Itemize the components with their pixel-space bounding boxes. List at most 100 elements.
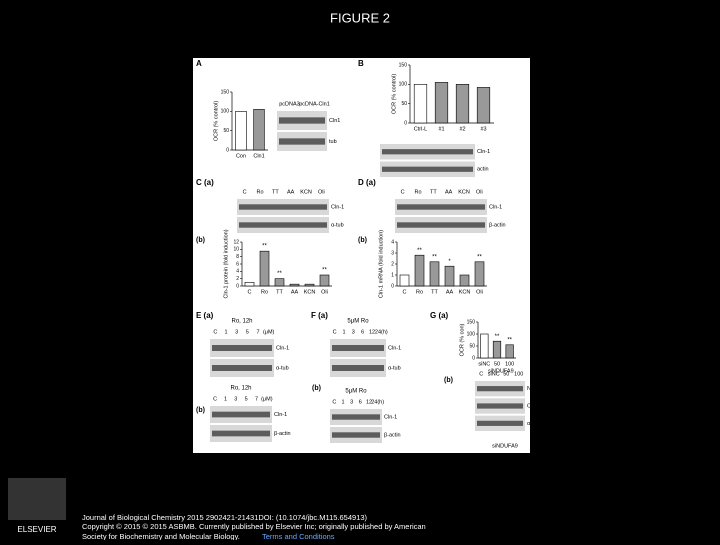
panel-label: A (196, 59, 202, 68)
x-tick-label: #3 (480, 126, 486, 132)
lane-label: AA (287, 189, 295, 195)
blot-band (279, 138, 325, 145)
lane-label: C (332, 399, 336, 405)
bar (253, 109, 265, 151)
y-tick-label: 6 (236, 261, 239, 267)
y-tick-label: 50 (223, 128, 229, 134)
lane-label: C (213, 329, 217, 335)
blot-band (332, 365, 384, 371)
significance: ** (322, 268, 327, 274)
figure (193, 58, 530, 453)
lane-label: Ro (256, 189, 263, 195)
blot-band (212, 430, 270, 437)
x-tick-label: 100 (505, 361, 514, 367)
x-tick-label: siNC (478, 361, 490, 367)
lane-label: 5 (246, 329, 249, 335)
row-label: Cln-1 (331, 204, 344, 210)
bar (474, 261, 485, 287)
row-label: Cln1 (329, 118, 340, 124)
x-tick-label: C (248, 289, 252, 295)
blot-band (477, 403, 523, 409)
bar (434, 82, 449, 124)
y-tick-label: 0 (472, 355, 475, 361)
bar (399, 274, 410, 287)
panel-label: G (a) (430, 311, 449, 320)
x-tick-label: C (403, 289, 407, 295)
row-label: NDUFA9 (527, 386, 549, 392)
y-tick-label: 100 (221, 109, 230, 115)
x-tick-label: #2 (459, 126, 465, 132)
x-tick-label: 50 (494, 361, 500, 367)
row-label: Cln-1 (274, 412, 287, 418)
blot-band (477, 420, 523, 426)
lane-label: 6 (361, 329, 364, 335)
logo-image (8, 478, 66, 520)
y-axis-label: Cln-1 mRNA (fold induction) (378, 230, 384, 298)
x-tick-label: AA (291, 289, 299, 295)
bar (505, 344, 514, 359)
x-tick-label: Cln1 (253, 153, 264, 159)
lane-label: C (401, 189, 405, 195)
citation: Journal of Biological Chemistry 2015 290… (82, 513, 368, 522)
lane-label: 3 (234, 396, 237, 402)
bar (289, 283, 300, 287)
y-tick-label: 1 (391, 272, 394, 278)
row-label: β-actin (384, 432, 401, 438)
panel-label: C (a) (196, 178, 214, 187)
y-tick-label: 150 (399, 62, 408, 68)
copyright: Copyright © 2015 © 2015 ASBMB. Currently… (82, 522, 426, 531)
lane-label: 3 (352, 329, 355, 335)
blot-band (397, 222, 485, 228)
y-axis-label: OCR (% control) (391, 74, 397, 115)
lane-label: 1 (341, 399, 344, 405)
significance: ** (417, 248, 422, 254)
bar (235, 111, 247, 151)
lane-label: 100 (514, 371, 523, 377)
blot-band (212, 365, 272, 371)
lane-label: (μM) (263, 329, 275, 335)
x-tick-label: Con (236, 153, 246, 159)
y-tick-label: 0 (226, 147, 229, 153)
lane-label: (μM) (261, 396, 273, 402)
lane-label: AA (445, 189, 453, 195)
blot-band (382, 149, 473, 155)
y-tick-label: 0 (404, 120, 407, 126)
y-axis-label: OCR (% control) (213, 101, 219, 142)
significance: * (448, 259, 451, 265)
panel-label: E (a) (196, 311, 214, 320)
row-label: Cln-1 (384, 414, 397, 420)
significance: ** (495, 334, 500, 340)
blot-band (332, 432, 380, 438)
panel-tag: (b) (358, 237, 367, 244)
y-tick-label: 4 (391, 239, 394, 245)
y-tick-label: 150 (467, 319, 476, 325)
x-tick-label: AA (446, 289, 454, 295)
significance: ** (262, 244, 267, 250)
blot-band (279, 117, 325, 124)
lane-label: 24(h) (371, 399, 384, 405)
panel-tag: (b) (444, 377, 453, 384)
y-tick-label: 4 (236, 269, 239, 275)
row-label: actin (477, 167, 489, 173)
row-label: α-tub (276, 365, 289, 371)
blot-header: Ro, 12h (231, 319, 252, 325)
society: Society for Biochemistry and Molecular B… (82, 532, 240, 540)
x-tick-label: Oli (321, 289, 328, 295)
chart-note: siNDUFA9 (488, 368, 514, 374)
y-tick-label: 0 (391, 283, 394, 289)
row-label: tub (329, 139, 337, 145)
slide-title: FIGURE 2 (330, 10, 390, 25)
bar (259, 250, 270, 287)
y-axis-label: OCR (% con) (459, 323, 465, 356)
terms-link[interactable]: Terms and Conditions (262, 532, 335, 541)
y-tick-label: 0 (236, 283, 239, 289)
panel-tag: (b) (312, 385, 321, 392)
significance: ** (432, 254, 437, 260)
y-tick-label: 8 (236, 254, 239, 260)
lane-label: Ro (414, 189, 421, 195)
y-tick-label: 12 (233, 239, 239, 245)
lane-label: 12 (369, 329, 375, 335)
lane-label: TT (272, 189, 279, 195)
panel-label: B (358, 59, 364, 68)
x-tick-label: Ro (261, 289, 268, 295)
